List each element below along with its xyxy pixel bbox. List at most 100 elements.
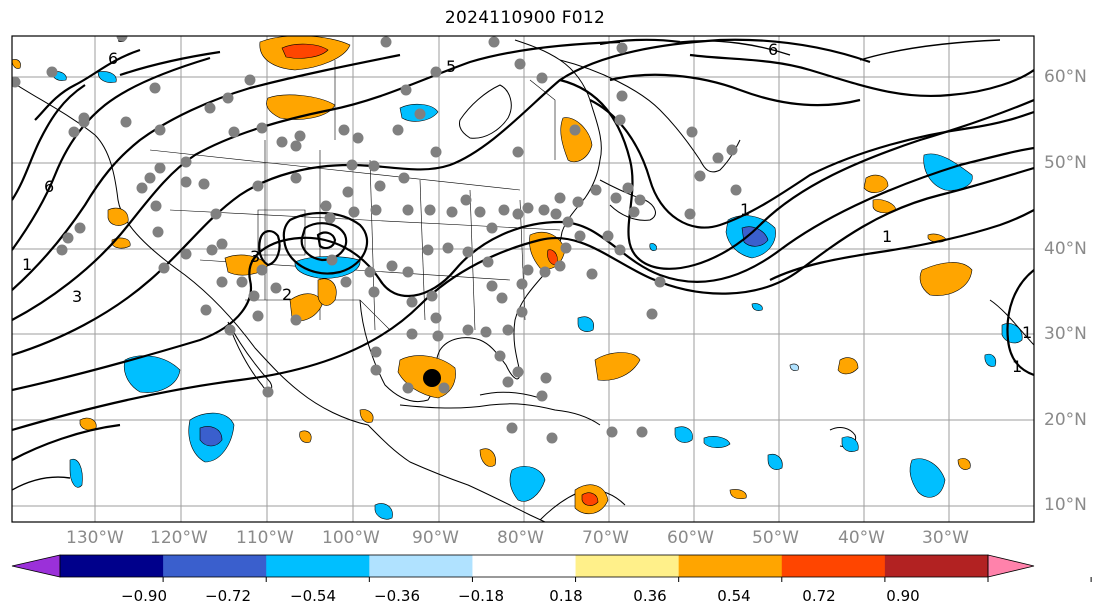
- station-marker: [364, 266, 376, 278]
- colorbar-label: −0.18: [458, 587, 504, 605]
- station-marker: [342, 186, 354, 198]
- station-marker: [370, 204, 382, 216]
- lat-label: 40°N: [1044, 239, 1087, 259]
- station-marker: [402, 382, 414, 394]
- station-marker: [380, 36, 392, 48]
- station-marker: [422, 244, 434, 256]
- station-marker: [120, 116, 132, 128]
- station-marker: [502, 324, 514, 336]
- station-marker: [56, 244, 68, 256]
- contour-label: 3: [250, 247, 260, 266]
- contour-label: 3: [72, 287, 82, 306]
- station-marker: [398, 172, 410, 184]
- station-marker: [402, 266, 414, 278]
- station-marker: [406, 296, 418, 308]
- station-marker: [74, 222, 86, 234]
- station-marker: [646, 308, 658, 320]
- station-marker: [144, 172, 156, 184]
- station-marker: [392, 124, 404, 136]
- station-marker: [424, 204, 436, 216]
- station-marker: [442, 242, 454, 254]
- colorbar-label: −0.72: [205, 587, 251, 605]
- station-marker: [154, 162, 166, 174]
- station-marker: [46, 66, 58, 78]
- station-marker: [244, 74, 256, 86]
- station-marker: [340, 276, 352, 288]
- lon-label: 90°W: [412, 528, 459, 548]
- station-marker: [622, 182, 634, 194]
- station-marker: [374, 180, 386, 192]
- station-marker: [224, 324, 236, 336]
- station-marker: [252, 310, 264, 322]
- station-marker: [402, 204, 414, 216]
- colorbar-segment: [884, 555, 989, 577]
- station-marker: [562, 216, 574, 228]
- colorbar-label: −0.36: [374, 587, 420, 605]
- station-marker: [256, 264, 268, 276]
- station-marker: [474, 206, 486, 218]
- station-marker: [158, 262, 170, 274]
- station-marker: [290, 172, 302, 184]
- lat-label: 20°N: [1044, 410, 1087, 430]
- station-marker: [204, 102, 216, 114]
- station-marker: [522, 202, 534, 214]
- station-marker: [586, 268, 598, 280]
- station-marker: [248, 290, 260, 302]
- lon-label: 80°W: [497, 528, 544, 548]
- lon-label: 120°W: [150, 528, 208, 548]
- station-marker: [498, 204, 510, 216]
- station-marker: [554, 192, 566, 204]
- map-frame: [11, 35, 1035, 523]
- contour-label: 1: [740, 200, 750, 219]
- station-marker: [368, 286, 380, 298]
- station-marker: [262, 386, 274, 398]
- colorbar-label: 0.72: [802, 587, 836, 605]
- lon-label: 40°W: [838, 528, 885, 548]
- station-marker: [522, 264, 534, 276]
- station-marker: [494, 350, 506, 362]
- colorbar-label: −0.54: [290, 587, 336, 605]
- station-marker: [539, 266, 551, 278]
- station-marker: [386, 260, 398, 272]
- station-marker: [486, 280, 498, 292]
- station-marker: [252, 180, 264, 192]
- colorbar-label: 0.36: [633, 587, 667, 605]
- colorbar-outline: [59, 554, 989, 578]
- colorbar-segment: [472, 555, 577, 577]
- station-marker: [290, 314, 302, 326]
- station-marker: [352, 132, 364, 144]
- station-marker: [348, 206, 360, 218]
- lat-label: 60°N: [1044, 67, 1087, 87]
- station-marker: [149, 82, 161, 94]
- negative-anomaly-shading: [51, 71, 1023, 520]
- station-marker: [550, 208, 562, 220]
- colorbar-label: 0.18: [549, 587, 583, 605]
- station-marker: [512, 146, 524, 158]
- secondary-contours: [12, 39, 1001, 491]
- station-marker: [200, 304, 212, 316]
- station-marker: [222, 92, 234, 104]
- station-marker: [256, 122, 268, 134]
- station-marker: [152, 226, 164, 238]
- station-marker: [462, 246, 474, 258]
- station-marker: [502, 376, 514, 388]
- lon-label: 130°W: [66, 528, 124, 548]
- station-marker: [606, 426, 618, 438]
- station-marker: [546, 432, 558, 444]
- station-marker: [712, 152, 724, 164]
- station-marker: [516, 278, 528, 290]
- station-marker: [400, 84, 412, 96]
- station-marker: [180, 156, 192, 168]
- station-marker: [432, 330, 444, 342]
- station-marker: [78, 112, 90, 124]
- station-marker: [294, 130, 306, 142]
- colorbar-segment: [678, 555, 783, 577]
- station-marker: [368, 160, 380, 172]
- station-marker: [554, 260, 566, 272]
- contour-label: 1: [882, 227, 892, 246]
- station-marker: [560, 242, 572, 254]
- lon-label: 110°W: [236, 528, 294, 548]
- station-marker: [406, 328, 418, 340]
- station-marker: [154, 124, 166, 136]
